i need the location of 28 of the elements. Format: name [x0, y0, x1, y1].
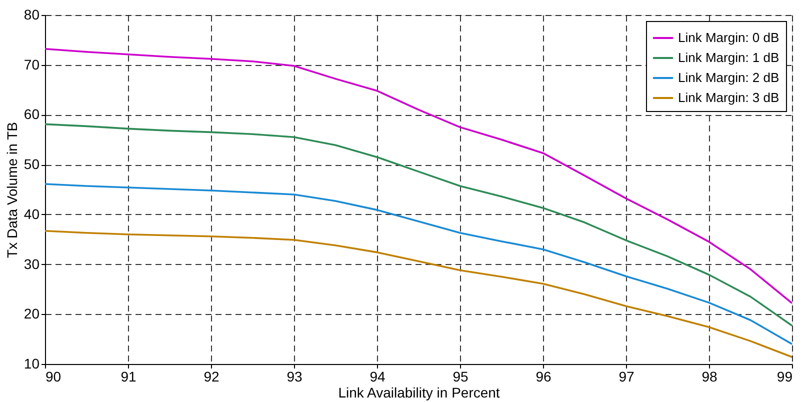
y-tick-label: 80 — [24, 6, 40, 22]
x-tick-label: 95 — [452, 368, 468, 384]
x-axis-title: Link Availability in Percent — [338, 384, 500, 400]
x-tick-label: 96 — [536, 368, 552, 384]
y-tick-label: 70 — [24, 56, 40, 72]
x-tick-label: 98 — [702, 368, 718, 384]
y-tick-label: 30 — [24, 256, 40, 272]
x-tick-label: 97 — [618, 368, 634, 384]
line-series — [45, 230, 792, 358]
y-tick-label: 20 — [24, 306, 40, 322]
legend-label: Link Margin: 0 dB — [678, 30, 780, 45]
y-axis-title: Tx Data Volume in TB — [4, 122, 20, 258]
line-series — [45, 183, 792, 345]
x-tick-label: 92 — [204, 368, 220, 384]
legend-label: Link Margin: 3 dB — [678, 90, 780, 105]
x-tick-label: 91 — [120, 368, 136, 384]
y-tick-label: 10 — [24, 356, 40, 372]
line-series — [45, 123, 792, 327]
x-tick-label: 99 — [776, 368, 793, 384]
y-tick-label: 50 — [24, 156, 40, 172]
legend-label: Link Margin: 1 dB — [678, 50, 780, 65]
y-tick-label: 40 — [24, 206, 40, 222]
line-series — [45, 48, 792, 304]
x-tick-label: 90 — [46, 368, 62, 384]
x-tick-label: 93 — [286, 368, 302, 384]
y-tick-label: 60 — [24, 106, 40, 122]
x-tick-label: 94 — [370, 368, 386, 384]
legend-label: Link Margin: 2 dB — [678, 70, 780, 85]
